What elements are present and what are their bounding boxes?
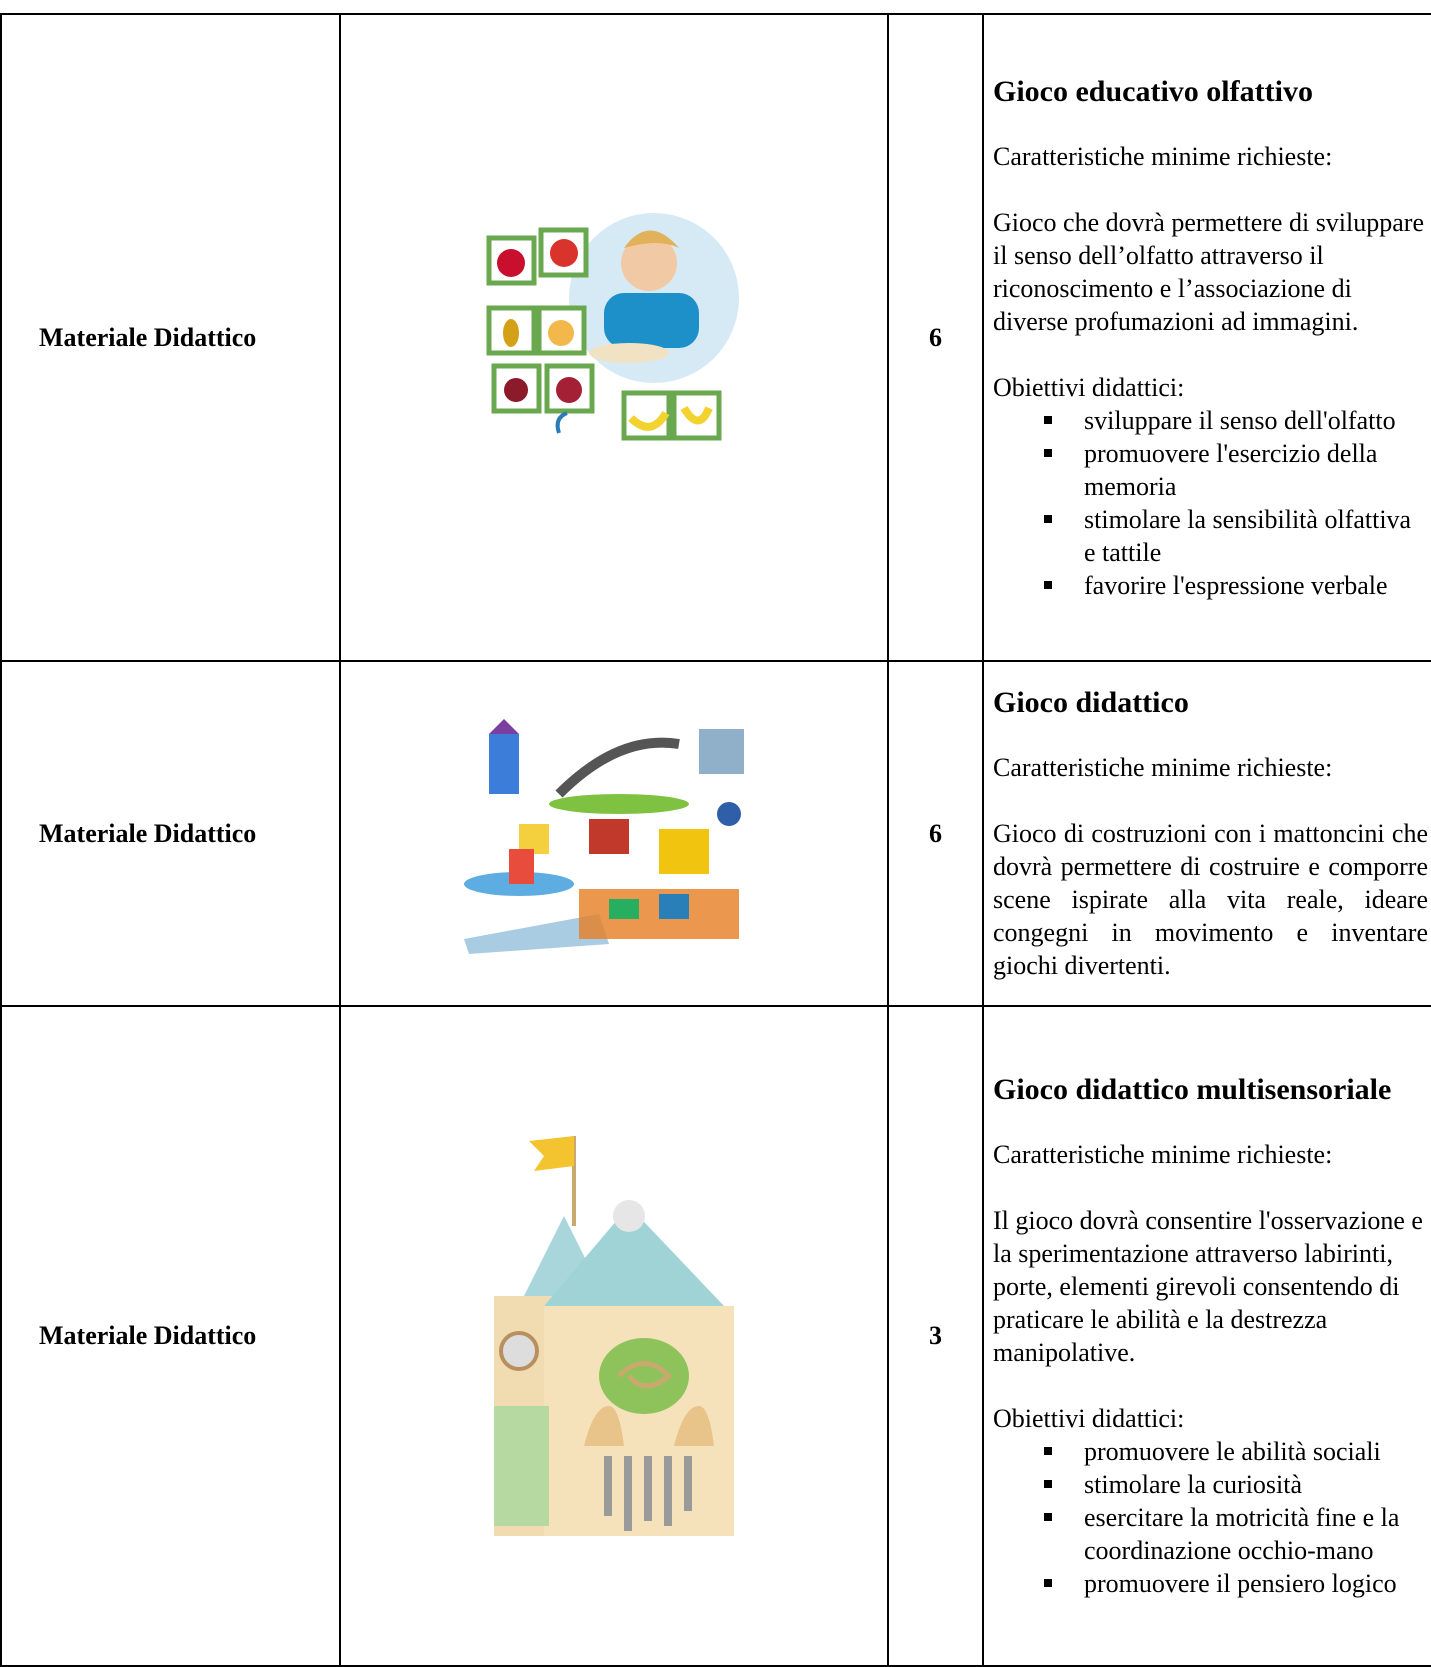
product-title: Gioco didattico (993, 686, 1189, 719)
description-cell: Gioco didattico multisensoriale Caratter… (982, 1005, 1431, 1667)
intro: Caratteristiche minime richieste: (993, 1140, 1333, 1169)
objectives: promuovere le abilità sociali stimolare … (993, 1435, 1428, 1600)
quantity: 3 (887, 1005, 984, 1667)
product-table: Materiale Didattico 6 Gioco educativo ol… (0, 13, 1431, 1667)
description-cell: Gioco educativo olfattivo Caratteristich… (982, 13, 1431, 662)
row: Materiale Didattico 6 Gioco didattico Ca… (0, 660, 1431, 1007)
description: Gioco che dovrà permettere di sviluppare… (993, 207, 1424, 336)
quantity: 6 (887, 13, 984, 662)
objective: promuovere il pensiero logico (1044, 1567, 1428, 1600)
objective: promuovere l'esercizio della memoria (1044, 437, 1428, 503)
product-image (486, 212, 739, 440)
category: Materiale Didattico (0, 1005, 341, 1667)
image-cell (339, 13, 889, 662)
row: Materiale Didattico 6 Gioco educativo ol… (0, 13, 1431, 662)
category: Materiale Didattico (0, 660, 341, 1007)
quantity: 6 (887, 660, 984, 1007)
objective: stimolare la curiosità (1044, 1468, 1428, 1501)
image-cell (339, 1005, 889, 1667)
objectives: sviluppare il senso dell'olfatto promuov… (993, 404, 1428, 602)
intro: Caratteristiche minime richieste: (993, 141, 1333, 171)
objective: favorire l'espressione verbale (1044, 569, 1428, 602)
description: Il gioco dovrà consentire l'osservazione… (993, 1206, 1423, 1367)
description-cell: Gioco didattico Caratteristiche minime r… (982, 660, 1431, 1007)
objective: esercitare la motricità fine e la coordi… (1044, 1501, 1428, 1567)
category: Materiale Didattico (0, 13, 341, 662)
product-image (464, 718, 744, 954)
description: Gioco di costruzioni con i mattoncini ch… (993, 819, 1428, 980)
intro: Caratteristiche minime richieste: (993, 753, 1333, 782)
row: Materiale Didattico 3 Gioco didattico mu… (0, 1005, 1431, 1667)
product-image (494, 1136, 734, 1536)
product-title: Gioco educativo olfattivo (993, 74, 1313, 108)
objective: stimolare la sensibilità olfattiva e tat… (1044, 503, 1428, 569)
objectives-heading: Obiettivi didattici: (993, 372, 1185, 402)
product-title: Gioco didattico multisensoriale (993, 1073, 1392, 1106)
objective: sviluppare il senso dell'olfatto (1044, 404, 1428, 437)
objectives-heading: Obiettivi didattici: (993, 1404, 1185, 1433)
objective: promuovere le abilità sociali (1044, 1435, 1428, 1468)
image-cell (339, 660, 889, 1007)
